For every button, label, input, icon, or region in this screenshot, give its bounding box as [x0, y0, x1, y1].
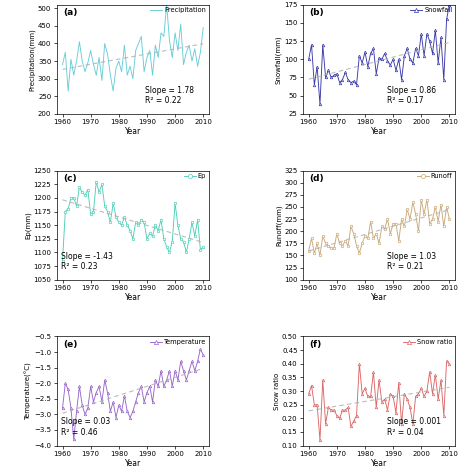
Y-axis label: Runoff(mm): Runoff(mm) [275, 204, 282, 246]
Legend: Precipitation: Precipitation [150, 7, 207, 14]
X-axis label: Year: Year [125, 127, 141, 136]
Text: (e): (e) [63, 340, 77, 349]
Legend: Temperature: Temperature [149, 338, 207, 346]
Legend: Runoff: Runoff [416, 173, 453, 180]
X-axis label: Year: Year [125, 458, 141, 467]
Y-axis label: Temperature(°C): Temperature(°C) [25, 362, 32, 420]
Legend: Snow ratio: Snow ratio [402, 338, 453, 346]
X-axis label: Year: Year [125, 292, 141, 301]
Text: Slope = 1.78
R² = 0.22: Slope = 1.78 R² = 0.22 [145, 86, 194, 105]
X-axis label: Year: Year [371, 458, 387, 467]
Text: Slope = 1.03
R² = 0.21: Slope = 1.03 R² = 0.21 [387, 252, 436, 271]
Y-axis label: Ep(mm): Ep(mm) [25, 211, 31, 239]
Text: Slope = 0.03
R² = 0.46: Slope = 0.03 R² = 0.46 [62, 418, 111, 437]
X-axis label: Year: Year [371, 292, 387, 301]
Text: Slope = 0.001
R² = 0.04: Slope = 0.001 R² = 0.04 [387, 418, 441, 437]
Legend: Snowfall: Snowfall [410, 7, 453, 14]
Y-axis label: Precipitation(mm): Precipitation(mm) [29, 28, 36, 91]
Text: (f): (f) [309, 340, 321, 349]
Y-axis label: Snow ratio: Snow ratio [273, 373, 280, 410]
Text: (c): (c) [63, 174, 77, 183]
Text: Slope = -1.43
R² = 0.23: Slope = -1.43 R² = 0.23 [62, 252, 113, 271]
Text: (b): (b) [309, 8, 324, 17]
Legend: Ep: Ep [183, 173, 207, 180]
Text: (a): (a) [63, 8, 77, 17]
Text: Slope = 0.86
R² = 0.17: Slope = 0.86 R² = 0.17 [387, 86, 436, 105]
X-axis label: Year: Year [371, 127, 387, 136]
Y-axis label: Snowfall(mm): Snowfall(mm) [275, 35, 282, 83]
Text: (d): (d) [309, 174, 324, 183]
